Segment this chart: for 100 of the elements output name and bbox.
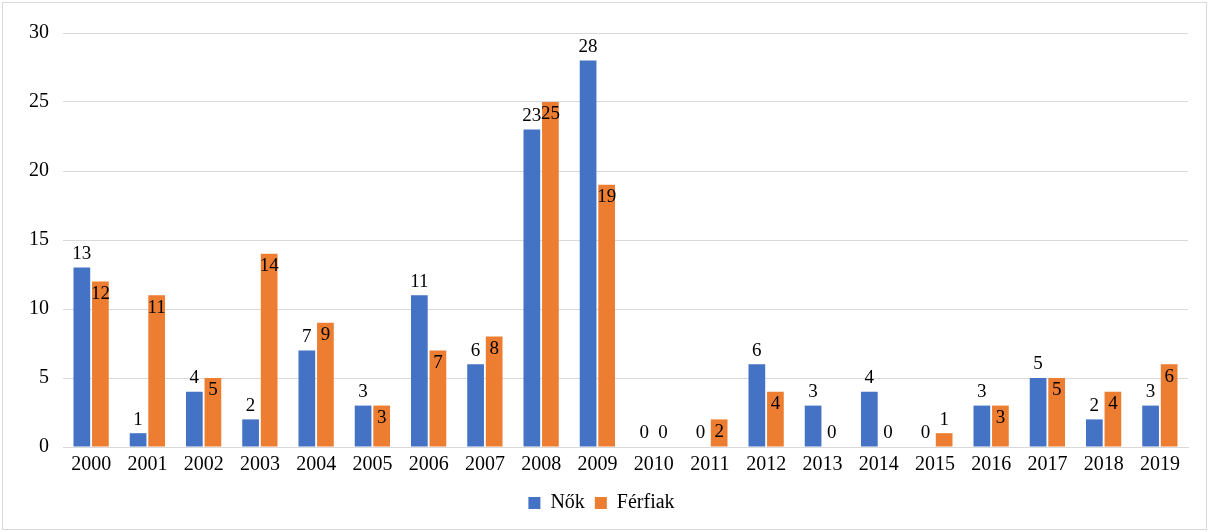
bar	[1029, 378, 1047, 447]
data-label: 11	[410, 269, 429, 291]
bar	[598, 184, 616, 447]
x-tick-label: 2012	[746, 452, 787, 475]
x-tick-label: 2019	[1139, 452, 1180, 475]
data-label: 5	[1051, 378, 1062, 400]
bar	[354, 405, 372, 447]
bar	[1160, 364, 1178, 447]
data-label: 1	[939, 407, 949, 429]
data-label: 4	[770, 392, 781, 414]
x-tick-label: 2004	[296, 452, 337, 475]
data-label: 0	[695, 421, 706, 443]
bar	[1104, 391, 1122, 447]
data-label: 4	[189, 366, 200, 388]
data-label: 12	[90, 281, 110, 303]
y-tick-label: 0	[39, 434, 49, 457]
bar	[429, 350, 447, 447]
bar	[973, 405, 991, 447]
data-label: 5	[1033, 352, 1043, 374]
bar	[767, 391, 784, 447]
x-tick-label: 2016	[971, 452, 1012, 475]
bar	[92, 281, 109, 447]
bar	[860, 391, 878, 447]
bar	[992, 405, 1009, 447]
bar	[148, 295, 166, 447]
bar	[1142, 405, 1159, 447]
data-label: 7	[302, 324, 312, 346]
y-tick-label: 20	[29, 158, 49, 181]
data-label: 23	[522, 104, 542, 126]
x-tick-label: 2005	[352, 452, 393, 475]
data-label: 8	[489, 337, 499, 359]
x-tick-label: 2017	[1027, 452, 1068, 475]
y-tick-label: 5	[39, 365, 49, 388]
legend-label: Nők	[550, 490, 585, 513]
bar	[298, 350, 316, 447]
bar	[542, 102, 559, 447]
data-label: 9	[320, 323, 331, 345]
x-tick-label: 2011	[690, 452, 730, 475]
data-label: 6	[752, 338, 762, 360]
data-label: 5	[208, 378, 218, 400]
legend-label: Férfiak	[616, 490, 675, 513]
data-label: 0	[826, 421, 837, 443]
x-tick-label: 2000	[71, 452, 112, 475]
bar	[935, 433, 953, 447]
data-label: 3	[995, 406, 1006, 428]
y-tick-label: 15	[29, 227, 49, 250]
data-label: 13	[72, 242, 92, 264]
x-tick-label: 2009	[577, 452, 618, 475]
bar	[373, 405, 391, 447]
bar	[260, 253, 278, 447]
bar	[467, 364, 484, 447]
bar	[579, 60, 597, 447]
x-tick-label: 2014	[858, 452, 899, 475]
bar	[410, 295, 428, 447]
bar	[1048, 378, 1066, 447]
data-label: 3	[977, 380, 987, 402]
data-label: 0	[658, 421, 668, 443]
bar	[1085, 419, 1103, 447]
x-tick-label: 2013	[802, 452, 843, 475]
x-tick-label: 2007	[464, 452, 505, 475]
x-tick-label: 2001	[127, 452, 168, 475]
data-label: 3	[358, 380, 368, 402]
y-tick-label: 30	[29, 20, 49, 43]
bar	[523, 129, 541, 447]
data-label: 0	[639, 421, 650, 443]
data-label: 4	[1108, 392, 1119, 414]
data-label: 11	[147, 295, 166, 317]
data-label: 0	[883, 421, 893, 443]
bar	[73, 267, 91, 447]
x-tick-label: 2003	[239, 452, 280, 475]
bar	[748, 364, 766, 447]
data-label: 1	[133, 407, 143, 429]
data-label: 6	[1164, 364, 1174, 386]
data-label: 28	[578, 35, 598, 57]
bar	[710, 419, 728, 447]
x-tick-label: 2002	[183, 452, 224, 475]
data-label: 6	[470, 338, 481, 360]
y-tick-label: 10	[29, 296, 49, 319]
bar	[485, 336, 503, 447]
data-label: 3	[376, 406, 387, 428]
y-tick-label: 25	[29, 89, 49, 112]
data-label: 2	[714, 419, 724, 441]
bar	[317, 322, 334, 447]
data-label: 0	[920, 421, 931, 443]
x-tick-label: 2015	[914, 452, 955, 475]
data-label: 2	[1089, 393, 1100, 415]
bar	[129, 433, 147, 447]
x-tick-label: 2010	[633, 452, 674, 475]
bar	[804, 405, 822, 447]
data-label: 4	[864, 366, 875, 388]
bar	[185, 391, 203, 447]
data-label: 3	[1145, 380, 1156, 402]
x-tick-label: 2018	[1083, 452, 1124, 475]
bar	[242, 419, 259, 447]
x-tick-label: 2008	[521, 452, 562, 475]
data-label: 3	[808, 380, 818, 402]
bar	[204, 378, 222, 447]
data-label: 2	[245, 393, 256, 415]
x-tick-label: 2006	[408, 452, 449, 475]
data-label: 7	[433, 350, 443, 372]
